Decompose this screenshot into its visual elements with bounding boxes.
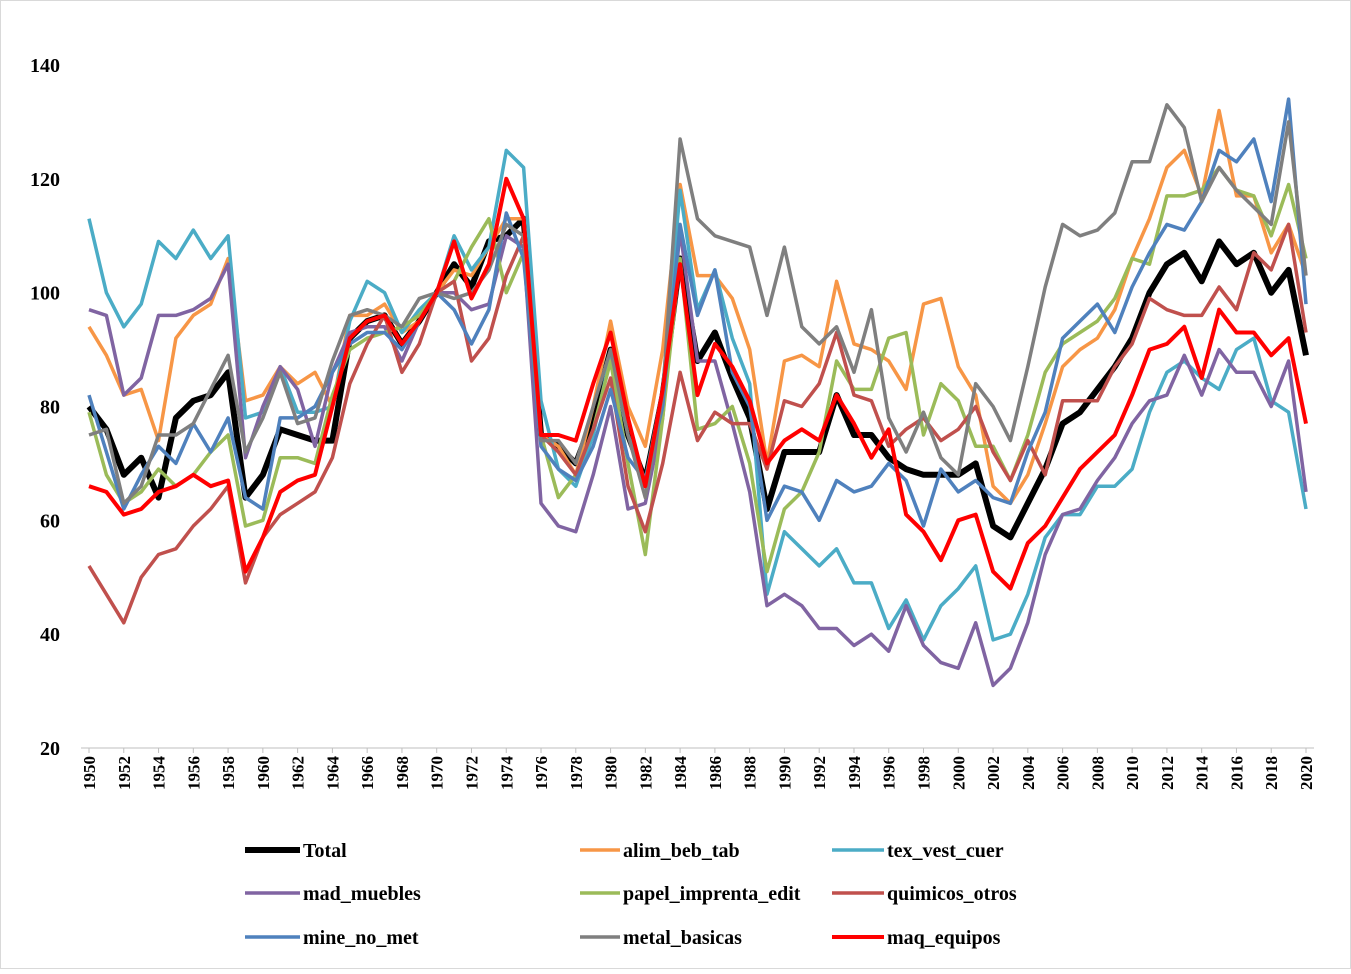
legend-label: metal_basicas [623,927,742,949]
legend-label: alim_beb_tab [623,840,740,862]
x-tick-label: 2012 [1158,756,1177,790]
y-tick-label: 80 [40,397,60,419]
x-tick-label: 1952 [115,756,134,790]
legend-label: tex_vest_cuer [887,840,1004,862]
legend-label: Total [303,840,347,862]
x-tick-label: 1990 [775,756,794,790]
y-tick-label: 140 [30,55,60,77]
x-tick-label: 2016 [1227,756,1246,790]
y-tick-label: 60 [40,510,60,532]
x-tick-label: 1964 [323,756,342,791]
x-tick-label: 1972 [462,756,481,790]
x-tick-label: 1992 [810,756,829,790]
x-tick-label: 1962 [289,756,308,790]
x-tick-label: 2006 [1054,756,1073,790]
legend-label: quimicos_otros [887,883,1017,905]
x-tick-label: 1966 [358,756,377,790]
x-tick-label: 1956 [184,756,203,790]
series-line [87,222,1308,625]
x-tick-label: 1984 [671,756,690,791]
legend-label: maq_equipos [887,927,1001,949]
x-tick-label: 1974 [497,756,516,791]
x-tick-label: 2004 [1019,756,1038,791]
x-tick-label: 1960 [254,756,273,790]
x-tick-label: 2020 [1297,756,1316,790]
y-tick-label: 100 [30,283,60,305]
x-tick-label: 2002 [984,756,1003,790]
x-tick-label: 2000 [949,756,968,790]
series-line [88,103,1308,506]
x-tick-label: 1970 [428,756,447,790]
series-line [88,228,1308,688]
x-tick-label: 1980 [602,756,621,790]
x-tick-label: 1982 [636,756,655,790]
x-tick-label: 1950 [80,756,99,790]
x-tick-label: 1998 [915,756,934,790]
series-line [88,176,1308,591]
x-tick-label: 1986 [706,756,725,790]
x-tick-label: 2010 [1123,756,1142,790]
x-tick-label: 1996 [880,756,899,790]
x-tick-label: 1968 [393,756,412,790]
legend-label: papel_imprenta_edit [623,883,801,905]
x-tick-label: 1994 [845,756,864,791]
legend-label: mine_no_met [303,927,419,949]
series-line [87,97,1308,528]
series-line [87,108,1308,506]
legend-label: mad_muebles [303,883,421,905]
x-tick-label: 2014 [1193,756,1212,791]
x-tick-label: 1954 [150,756,169,791]
x-tick-label: 1988 [741,756,760,790]
x-tick-label: 1978 [567,756,586,790]
y-tick-label: 120 [30,169,60,191]
x-tick-label: 2008 [1088,756,1107,790]
x-tick-label: 1958 [219,756,238,790]
x-tick-label: 2018 [1262,756,1281,790]
y-tick-label: 40 [40,624,60,646]
y-tick-label: 20 [40,738,60,760]
x-tick-label: 1976 [532,756,551,790]
